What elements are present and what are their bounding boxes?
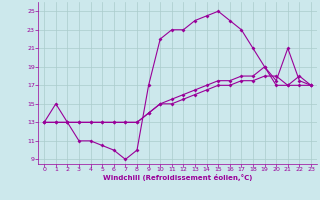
X-axis label: Windchill (Refroidissement éolien,°C): Windchill (Refroidissement éolien,°C) bbox=[103, 174, 252, 181]
